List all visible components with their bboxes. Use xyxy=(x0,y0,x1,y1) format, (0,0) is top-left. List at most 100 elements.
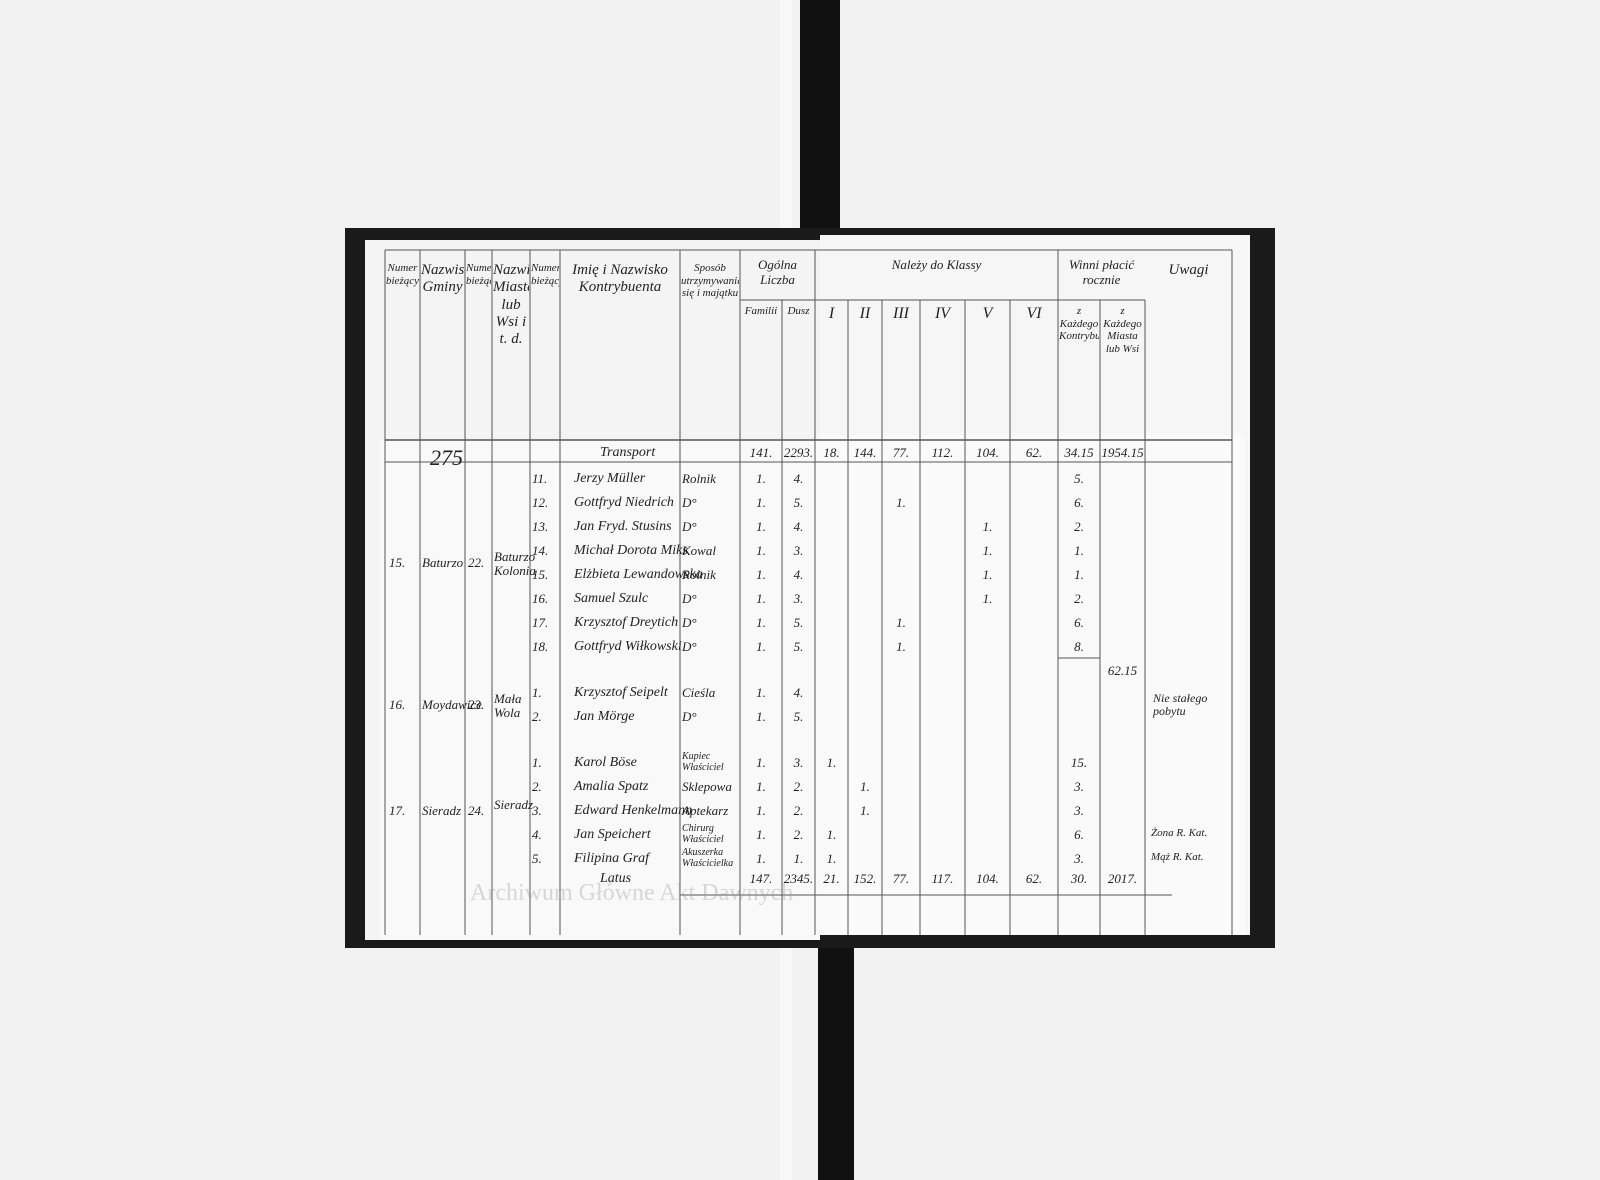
occupation: Chirurg Właściciel xyxy=(682,823,724,845)
souls: 5. xyxy=(793,615,804,630)
contributor-name: Michał Dorota Miks xyxy=(574,543,688,558)
total-value: 141. xyxy=(749,445,773,460)
occupation: D° xyxy=(682,519,697,534)
entry-number: 1. xyxy=(532,755,542,770)
occupation: Cieśla xyxy=(682,685,716,700)
entry-number: 12. xyxy=(532,495,549,510)
souls: 4. xyxy=(793,519,804,534)
class-count: 1. xyxy=(982,543,993,558)
total-value: 34.15 xyxy=(1064,445,1094,460)
total-value: 117. xyxy=(931,871,954,886)
column-header: IV xyxy=(934,305,951,322)
tax: 8. xyxy=(1074,639,1084,654)
families: 1. xyxy=(756,471,766,486)
souls: 2. xyxy=(793,803,804,818)
souls: 3. xyxy=(793,543,804,558)
column-header: Uwagi xyxy=(1168,262,1209,278)
entry-number: 2. xyxy=(532,779,542,794)
families: 1. xyxy=(756,615,766,630)
total-value: 2345. xyxy=(783,871,814,886)
families: 1. xyxy=(756,803,766,818)
families: 1. xyxy=(756,591,766,606)
entry-number: 2. xyxy=(532,709,542,724)
total-value: 1954.15 xyxy=(1101,445,1144,460)
class-count: 1. xyxy=(982,519,993,534)
left-leaf xyxy=(380,440,820,940)
families: 1. xyxy=(756,779,766,794)
tax: 3. xyxy=(1074,851,1084,866)
contributor-name: Edward Henkelmann xyxy=(574,803,693,818)
place-number: 23. xyxy=(468,697,485,712)
contributor-name: Gottfryd Niedrich xyxy=(574,495,674,510)
entry-number: 16. xyxy=(532,591,549,606)
column-header: Nazwisko Gminy xyxy=(421,262,464,296)
entry-number: 13. xyxy=(532,519,549,534)
tax: 2. xyxy=(1074,519,1084,534)
column-header: Numer bieżący xyxy=(386,262,419,287)
families: 1. xyxy=(756,851,766,866)
contributor-name: Jan Speichert xyxy=(574,827,651,842)
occupation: Aptekarz xyxy=(682,803,729,818)
occupation: D° xyxy=(682,709,697,724)
place-name: Baturzo Kolonia xyxy=(494,549,536,578)
class-count: 1. xyxy=(860,803,870,818)
class-count: 1. xyxy=(982,567,993,582)
contributor-name: Amalia Spatz xyxy=(574,779,649,794)
souls: 5. xyxy=(793,495,804,510)
group-header: Należy do Klassy xyxy=(891,258,982,272)
tax: 6. xyxy=(1074,495,1084,510)
class-count: 1. xyxy=(826,851,837,866)
families: 1. xyxy=(756,755,766,770)
column-header: Nazwisko Miasta lub Wsi i t. d. xyxy=(493,262,529,347)
souls: 3. xyxy=(793,755,804,770)
class-count: 1. xyxy=(826,827,837,842)
entry-number: 18. xyxy=(532,639,549,654)
gmina-number: 16. xyxy=(389,697,406,712)
gmina-name: Baturzo xyxy=(422,555,464,570)
column-header: z Każdego Miasta lub Wsi xyxy=(1103,305,1142,355)
total-value: 104. xyxy=(976,445,999,460)
place-name: Sieradz xyxy=(494,797,533,812)
families: 1. xyxy=(756,827,766,842)
remark: Nie stałego pobytu xyxy=(1153,691,1208,718)
souls: 4. xyxy=(793,567,804,582)
entry-number: 14. xyxy=(532,543,549,558)
class-count: 1. xyxy=(982,591,993,606)
tax: 2. xyxy=(1074,591,1084,606)
contributor-name: Jan Mörge xyxy=(574,709,635,724)
remark: Żona R. Kat. xyxy=(1151,827,1208,839)
entry-number: 17. xyxy=(532,615,549,630)
tax: 3. xyxy=(1074,803,1084,818)
remark: Mąż R. Kat. xyxy=(1151,851,1204,863)
column-header: Familii xyxy=(744,305,778,317)
subtotal: 62.15 xyxy=(1107,663,1138,678)
contributor-name: Samuel Szulc xyxy=(574,591,649,606)
tax: 5. xyxy=(1074,471,1084,486)
column-header: III xyxy=(893,305,909,322)
place-number: 24. xyxy=(468,803,485,818)
souls: 1. xyxy=(793,851,804,866)
souls: 5. xyxy=(793,639,804,654)
tax: 1. xyxy=(1074,567,1084,582)
entry-number: 15. xyxy=(532,567,549,582)
tax: 6. xyxy=(1074,615,1084,630)
class-count: 1. xyxy=(896,495,906,510)
occupation: Rolnik xyxy=(682,471,716,486)
class-count: 1. xyxy=(826,755,837,770)
occupation: D° xyxy=(682,615,697,630)
total-value: 112. xyxy=(931,445,954,460)
entry-number: 4. xyxy=(532,827,542,842)
column-header: z Każdego Kontrybuenta xyxy=(1059,305,1099,343)
column-header: Dusz xyxy=(787,305,810,317)
occupation: D° xyxy=(682,591,697,606)
total-value: 2293. xyxy=(783,445,814,460)
tax: 15. xyxy=(1070,755,1088,770)
contributor-name: Elżbieta Lewandowska xyxy=(574,567,703,582)
families: 1. xyxy=(756,709,766,724)
total-value: 104. xyxy=(976,871,999,886)
entry-number: 5. xyxy=(532,851,542,866)
souls: 2. xyxy=(793,827,804,842)
column-header: II xyxy=(859,305,871,322)
contributor-name: Krzysztof Dreytich xyxy=(574,615,679,630)
